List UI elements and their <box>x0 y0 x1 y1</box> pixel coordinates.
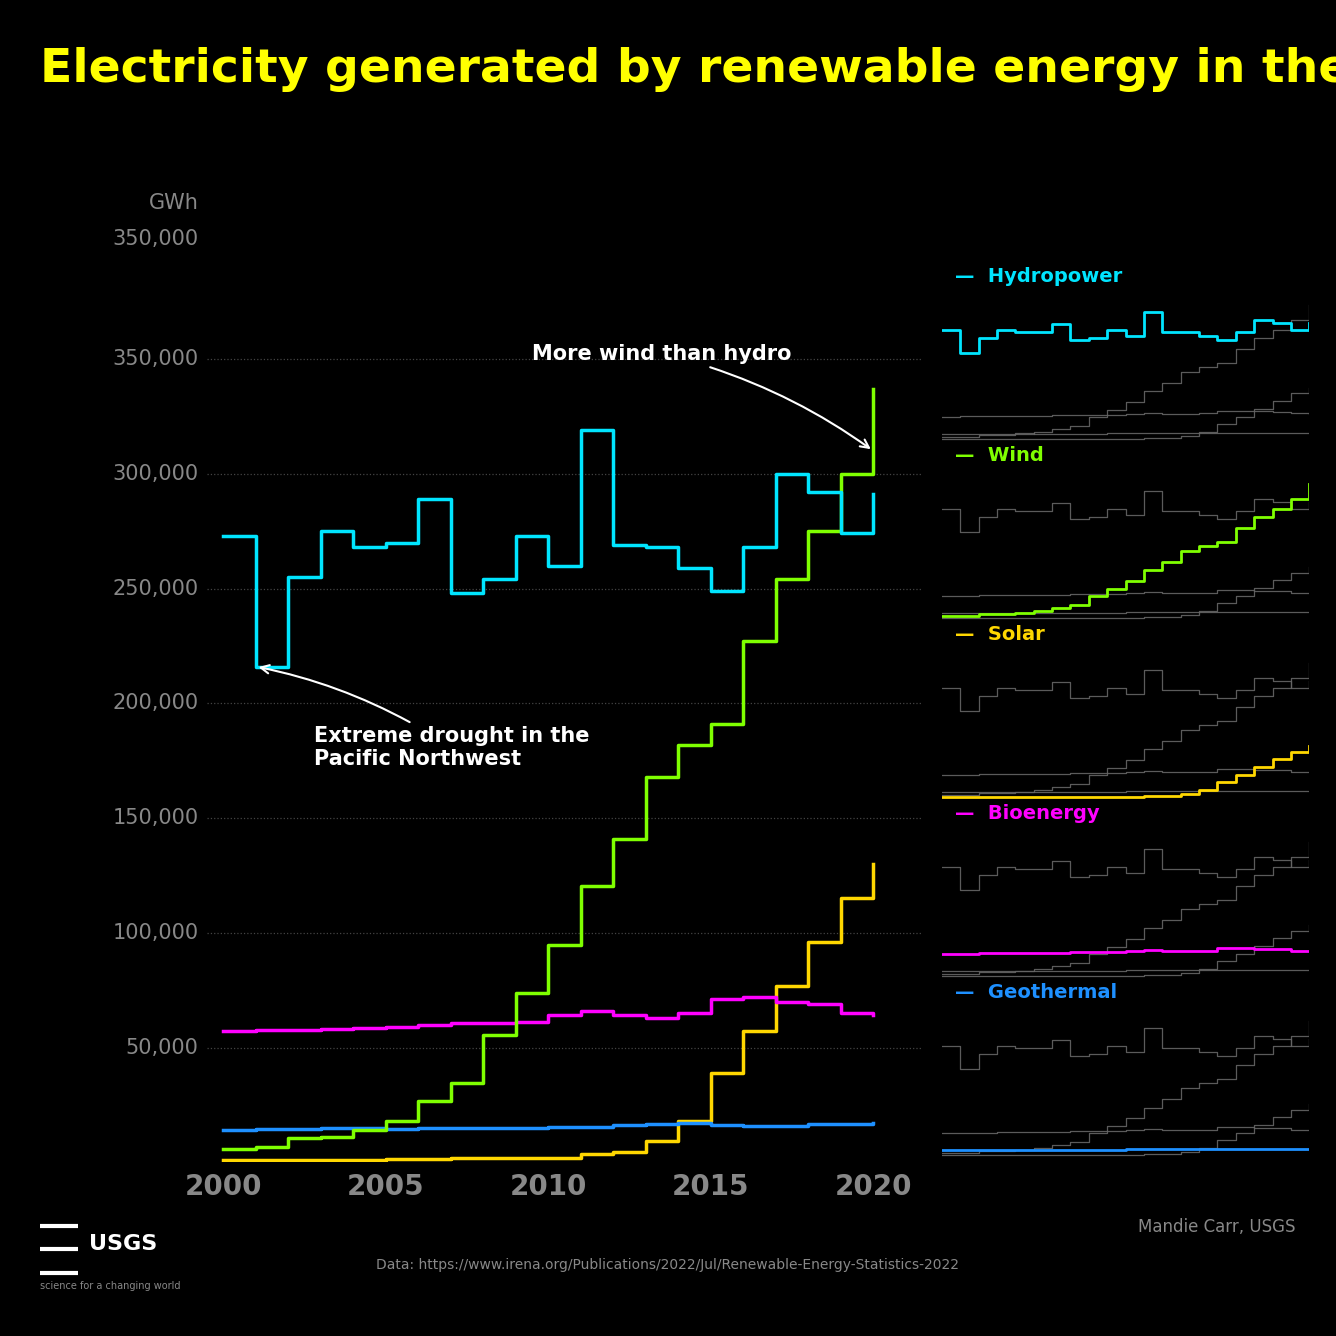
Text: GWh: GWh <box>148 194 199 214</box>
Text: More wind than hydro: More wind than hydro <box>532 343 868 448</box>
Text: 150,000: 150,000 <box>112 808 199 828</box>
Text: —  Bioenergy: — Bioenergy <box>955 804 1100 823</box>
Text: —  Geothermal: — Geothermal <box>955 983 1117 1002</box>
Text: 300,000: 300,000 <box>112 464 199 484</box>
Text: 50,000: 50,000 <box>126 1038 199 1058</box>
Text: Extreme drought in the
Pacific Northwest: Extreme drought in the Pacific Northwest <box>261 665 589 770</box>
Text: —  Wind: — Wind <box>955 446 1043 465</box>
Text: 350,000: 350,000 <box>112 230 199 250</box>
Text: science for a changing world: science for a changing world <box>40 1281 180 1291</box>
Text: USGS: USGS <box>88 1234 156 1255</box>
Text: Data: https://www.irena.org/Publications/2022/Jul/Renewable-Energy-Statistics-20: Data: https://www.irena.org/Publications… <box>377 1259 959 1272</box>
Text: 350,000: 350,000 <box>112 349 199 369</box>
Text: Electricity generated by renewable energy in the U.S. ⚡: Electricity generated by renewable energ… <box>40 47 1336 92</box>
Text: —  Hydropower: — Hydropower <box>955 267 1122 286</box>
Text: 250,000: 250,000 <box>112 578 199 599</box>
Text: 200,000: 200,000 <box>112 693 199 713</box>
Text: Mandie Carr, USGS: Mandie Carr, USGS <box>1138 1218 1296 1236</box>
Text: 100,000: 100,000 <box>112 923 199 943</box>
Text: —  Solar: — Solar <box>955 625 1045 644</box>
